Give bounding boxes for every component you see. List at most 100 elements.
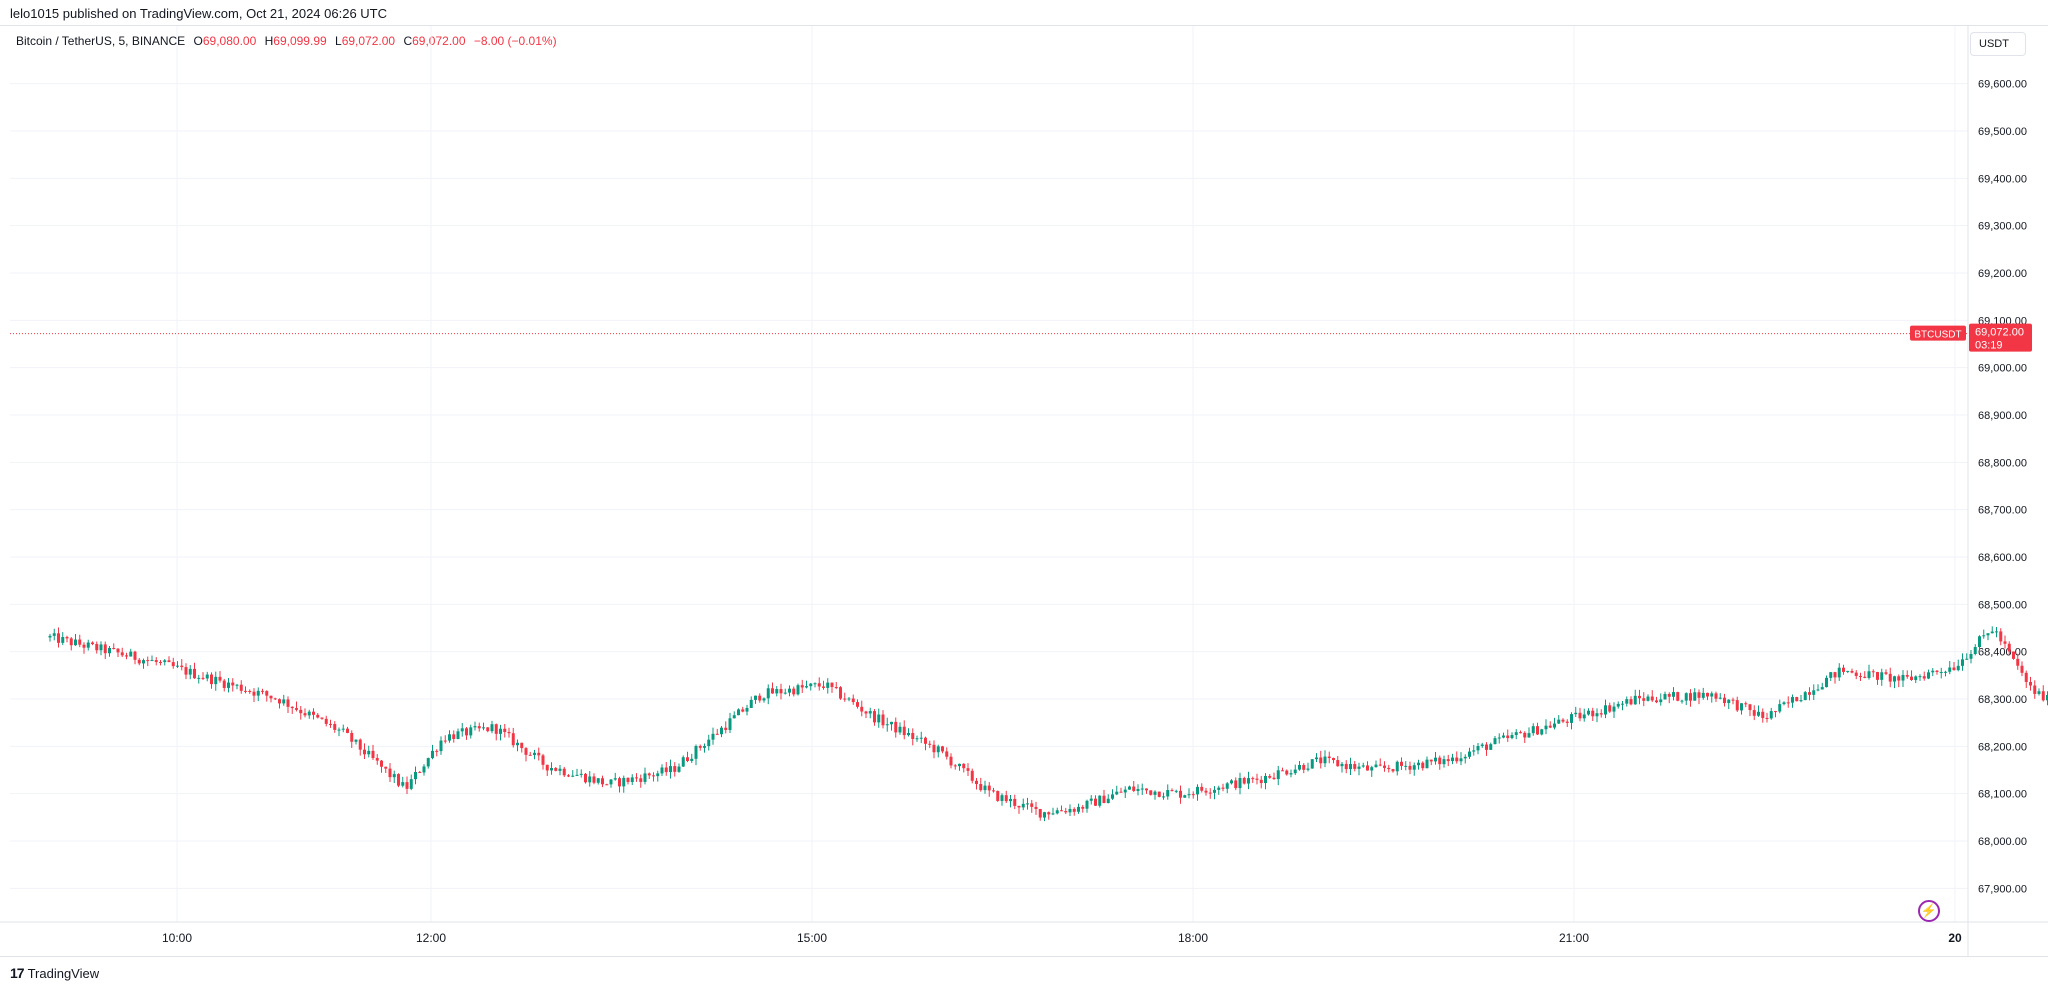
candle-body[interactable]	[1089, 798, 1093, 801]
candle-body[interactable]	[333, 724, 337, 730]
candle-body[interactable]	[1497, 737, 1501, 739]
candle-body[interactable]	[473, 726, 477, 728]
candle-body[interactable]	[1472, 750, 1476, 752]
candle-body[interactable]	[792, 688, 796, 695]
candle-body[interactable]	[966, 768, 970, 771]
candle-body[interactable]	[1531, 726, 1535, 734]
candle-body[interactable]	[1740, 703, 1743, 711]
candle-body[interactable]	[834, 687, 838, 689]
candle-body[interactable]	[830, 682, 834, 688]
candle-body[interactable]	[584, 773, 587, 783]
candle-body[interactable]	[507, 731, 511, 734]
candle-body[interactable]	[571, 775, 575, 777]
candle-body[interactable]	[1833, 672, 1837, 678]
candle-body[interactable]	[1272, 777, 1276, 780]
candle-body[interactable]	[248, 690, 252, 692]
candle-body[interactable]	[1842, 667, 1845, 672]
candle-body[interactable]	[928, 743, 932, 745]
candle-body[interactable]	[2046, 695, 2048, 701]
candle-body[interactable]	[588, 776, 592, 783]
candle-body[interactable]	[1837, 667, 1841, 678]
candle-body[interactable]	[749, 699, 753, 708]
candle-body[interactable]	[57, 633, 60, 643]
candle-body[interactable]	[1557, 719, 1561, 724]
candle-body[interactable]	[2041, 691, 2045, 701]
candle-body[interactable]	[1757, 711, 1760, 716]
candle-body[interactable]	[541, 755, 545, 765]
candle-body[interactable]	[656, 773, 660, 777]
candle-body[interactable]	[609, 779, 613, 785]
candle-body[interactable]	[2024, 672, 2028, 682]
candle-body[interactable]	[1731, 699, 1735, 701]
candle-body[interactable]	[1140, 788, 1144, 790]
candle-body[interactable]	[554, 768, 558, 771]
candle-body[interactable]	[218, 676, 222, 681]
candle-body[interactable]	[1612, 706, 1616, 712]
candle-body[interactable]	[1829, 672, 1833, 678]
candle-body[interactable]	[1128, 786, 1131, 790]
candle-body[interactable]	[1752, 710, 1756, 716]
candle-body[interactable]	[1429, 759, 1433, 762]
candle-body[interactable]	[1208, 792, 1212, 794]
candle-body[interactable]	[1982, 635, 1986, 637]
candle-body[interactable]	[1761, 711, 1765, 718]
candle-body[interactable]	[1102, 795, 1106, 804]
candle-body[interactable]	[78, 639, 82, 645]
candle-body[interactable]	[890, 721, 893, 725]
candle-body[interactable]	[269, 695, 273, 699]
candle-body[interactable]	[639, 778, 643, 782]
candle-body[interactable]	[1808, 692, 1811, 695]
candle-body[interactable]	[868, 711, 872, 714]
candle-body[interactable]	[516, 742, 519, 746]
candle-body[interactable]	[843, 698, 847, 700]
candle-body[interactable]	[252, 691, 256, 696]
candle-body[interactable]	[1455, 757, 1459, 762]
candle-body[interactable]	[1021, 803, 1025, 808]
candle-body[interactable]	[375, 758, 379, 761]
candle-body[interactable]	[1285, 770, 1289, 775]
candle-body[interactable]	[1017, 805, 1021, 808]
candle-body[interactable]	[1604, 705, 1607, 715]
candle-body[interactable]	[932, 744, 936, 753]
candle-body[interactable]	[1446, 759, 1450, 762]
candle-body[interactable]	[1774, 711, 1777, 713]
candle-body[interactable]	[690, 758, 694, 761]
candle-body[interactable]	[180, 665, 184, 668]
candle-body[interactable]	[316, 714, 320, 718]
candle-body[interactable]	[256, 690, 260, 696]
candle-body[interactable]	[1204, 790, 1208, 793]
candle-body[interactable]	[1944, 671, 1947, 673]
candle-body[interactable]	[48, 635, 52, 638]
candle-body[interactable]	[494, 724, 498, 734]
candle-body[interactable]	[1812, 690, 1816, 695]
candle-body[interactable]	[1306, 768, 1310, 770]
candle-body[interactable]	[69, 638, 73, 646]
candle-body[interactable]	[1867, 671, 1871, 678]
candle-body[interactable]	[431, 750, 434, 759]
candle-body[interactable]	[443, 740, 447, 742]
candle-body[interactable]	[766, 688, 770, 699]
candle-body[interactable]	[282, 699, 286, 704]
candle-body[interactable]	[788, 688, 791, 693]
candle-body[interactable]	[1995, 631, 1998, 633]
candle-body[interactable]	[1931, 670, 1935, 673]
candle-body[interactable]	[992, 790, 995, 792]
candle-body[interactable]	[371, 750, 375, 759]
candle-body[interactable]	[949, 756, 953, 766]
candle-body[interactable]	[159, 661, 162, 663]
candle-body[interactable]	[1319, 757, 1323, 764]
candle-body[interactable]	[193, 668, 196, 679]
candle-body[interactable]	[367, 750, 371, 755]
candle-body[interactable]	[1187, 794, 1191, 796]
candle-body[interactable]	[860, 706, 864, 712]
candle-body[interactable]	[745, 707, 749, 712]
candle-body[interactable]	[537, 752, 541, 756]
candle-body[interactable]	[1421, 762, 1425, 769]
candle-body[interactable]	[1315, 757, 1318, 760]
candle-body[interactable]	[61, 637, 65, 643]
candle-body[interactable]	[1859, 675, 1862, 677]
candle-body[interactable]	[1480, 744, 1484, 746]
candle-body[interactable]	[1914, 676, 1918, 681]
candle-body[interactable]	[1055, 810, 1059, 814]
candle-body[interactable]	[409, 779, 413, 789]
